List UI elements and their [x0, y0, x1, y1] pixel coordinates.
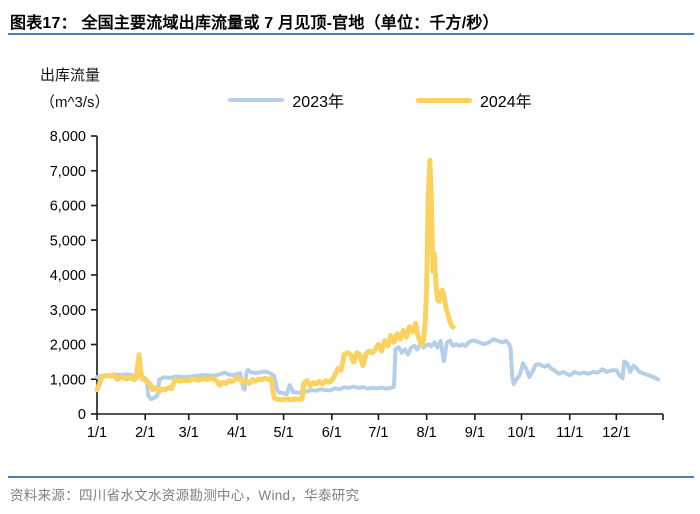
x-tick-label: 12/1 [602, 425, 630, 441]
source-divider [8, 476, 694, 478]
legend-swatch-2023 [228, 98, 285, 102]
x-tick-label: 7/1 [368, 425, 388, 441]
y-tick-label: 4,000 [50, 268, 86, 284]
series-line-2024年 [94, 157, 456, 403]
x-tick-label: 4/1 [227, 425, 247, 441]
x-tick-label: 3/1 [179, 425, 199, 441]
series-line-2023年 [95, 337, 661, 402]
legend-label-2023: 2023年 [292, 94, 344, 111]
y-tick-label: 8,000 [50, 129, 86, 145]
x-tick-label: 1/1 [87, 425, 107, 441]
legend-item-2024: 2024年 [416, 88, 532, 112]
x-tick-label: 9/1 [465, 425, 485, 441]
y-tick-label: 6,000 [50, 199, 86, 215]
y-axis-title: 出库流量 （m^3/s） [40, 62, 110, 116]
chart-title: 图表17： 全国主要流域出库流量或 7 月见顶-官地（单位：千方/秒） [10, 15, 499, 32]
source-text: 资料来源：四川省水文水资源勘测中心，Wind，华泰研究 [10, 488, 360, 503]
legend-swatch-2024 [416, 97, 472, 103]
y-tick-label: 0 [78, 407, 86, 423]
y-tick-label: 1,000 [50, 372, 86, 388]
y-tick-label: 5,000 [50, 233, 86, 249]
legend-label-2024: 2024年 [480, 94, 532, 111]
x-tick-label: 6/1 [322, 425, 342, 441]
x-tick-label: 8/1 [417, 425, 437, 441]
title-underline [8, 33, 694, 35]
x-tick-label: 2/1 [135, 425, 155, 441]
y-axis-title-line2: （m^3/s） [40, 94, 110, 111]
x-tick-label: 5/1 [274, 425, 294, 441]
y-tick-label: 7,000 [50, 164, 86, 180]
legend-item-2023: 2023年 [228, 88, 344, 112]
y-tick-label: 2,000 [50, 338, 86, 354]
legend: 2023年 2024年 [97, 88, 663, 112]
y-tick-label: 3,000 [50, 303, 86, 319]
y-axis-title-line1: 出库流量 [40, 67, 101, 84]
x-tick-label: 11/1 [556, 425, 583, 441]
x-tick-label: 10/1 [507, 425, 535, 441]
